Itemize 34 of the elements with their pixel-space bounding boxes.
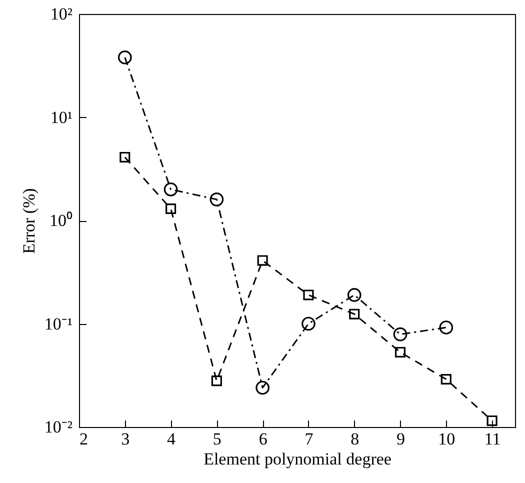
y-tick-label: 10¹	[50, 108, 72, 127]
x-axis-title: Element polynomial degree	[204, 450, 392, 468]
point	[440, 374, 452, 385]
point	[349, 308, 360, 320]
point	[302, 316, 316, 331]
point	[118, 50, 132, 64]
point	[166, 203, 176, 214]
point	[303, 290, 314, 300]
point	[257, 255, 268, 266]
point	[210, 192, 224, 206]
point	[486, 415, 498, 426]
x-tick-label: 5	[212, 430, 222, 448]
y-axis-title: Error (%)	[19, 188, 38, 254]
point	[256, 380, 270, 395]
x-tick-label: 8	[350, 430, 360, 448]
point	[439, 320, 454, 334]
point	[120, 152, 130, 162]
x-tick-label: 3	[121, 430, 130, 448]
x-tick-label: 6	[258, 430, 268, 448]
y-tick-label: 10⁻²	[44, 418, 72, 436]
x-tick-label: 4	[167, 430, 176, 448]
x-tick-label: 2	[80, 430, 88, 448]
x-tick-label: 10	[438, 430, 456, 448]
point	[393, 327, 408, 342]
x-tick-label: 7	[304, 430, 314, 448]
point	[394, 346, 406, 358]
y-tick-label: 10⁰	[50, 211, 72, 230]
point	[347, 288, 362, 302]
y-tick-label: 10⁻¹	[44, 314, 72, 334]
x-tick-label: 9	[396, 430, 406, 448]
x-tick-label: 11	[484, 430, 501, 448]
point	[164, 182, 178, 196]
y-tick-label: 10²	[50, 4, 72, 24]
point	[211, 376, 222, 386]
